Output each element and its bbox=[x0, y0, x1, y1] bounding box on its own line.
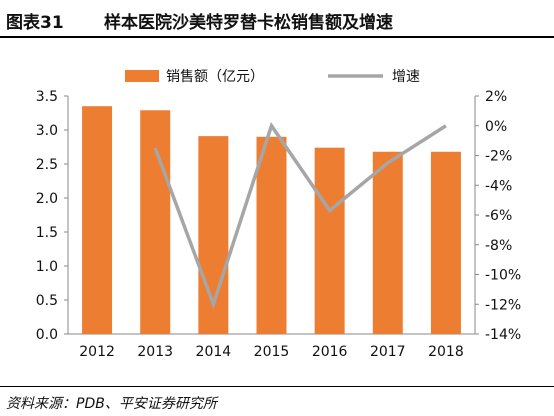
source-note: 资料来源：PDB、平安证券研究所 bbox=[6, 396, 217, 412]
right-tick-label: -2% bbox=[485, 149, 512, 165]
right-tick-label: -12% bbox=[485, 297, 521, 313]
left-tick-label: 3.0 bbox=[36, 123, 58, 139]
bar-2018 bbox=[430, 151, 461, 334]
right-tick-label: 2% bbox=[485, 89, 507, 105]
x-tick-label: 2018 bbox=[428, 344, 464, 360]
figure-footer: 资料来源：PDB、平安证券研究所 bbox=[0, 386, 554, 416]
right-tick-label: -14% bbox=[485, 327, 521, 343]
line-series bbox=[153, 121, 447, 310]
left-tick-label: 0.5 bbox=[36, 293, 58, 309]
right-tick-label: -8% bbox=[485, 238, 512, 254]
x-tick-label: 2012 bbox=[79, 344, 115, 360]
x-tick-label: 2014 bbox=[196, 344, 232, 360]
left-tick-label: 1.0 bbox=[36, 259, 58, 275]
bar-2016 bbox=[314, 147, 345, 334]
bar-2012 bbox=[82, 106, 113, 334]
bar-2015 bbox=[256, 136, 287, 334]
legend-swatch-sales bbox=[125, 70, 159, 82]
growth-line bbox=[153, 121, 447, 310]
right-tick-label: 0% bbox=[485, 119, 507, 135]
figure-header: 图表31 样本医院沙美特罗替卡松销售额及增速 bbox=[0, 0, 554, 38]
chart: 0.0 0.5 1.0 1.5 2.0 2.5 3.0 3.5 -14% -12% -10% -8%… bbox=[36, 69, 521, 360]
left-tick-label: 3.5 bbox=[36, 89, 58, 105]
x-axis-ticks: 2012 2013 2014 2015 2016 2017 2018 bbox=[79, 344, 463, 360]
left-tick-label: 1.5 bbox=[36, 225, 58, 241]
right-axis-ticks: -14% -12% -10% -8% -6% -4% -2% 0% 2% bbox=[475, 89, 521, 343]
bar-series bbox=[82, 106, 461, 334]
bar-2017 bbox=[372, 151, 403, 334]
right-tick-label: -10% bbox=[485, 268, 521, 284]
right-tick-label: -6% bbox=[485, 208, 512, 224]
left-tick-label: 0.0 bbox=[36, 327, 58, 343]
right-tick-label: -4% bbox=[485, 178, 512, 194]
chart-title: 样本医院沙美特罗替卡松销售额及增速 bbox=[104, 13, 393, 33]
x-tick-label: 2017 bbox=[370, 344, 406, 360]
left-tick-label: 2.0 bbox=[36, 191, 58, 207]
left-axis-ticks: 0.0 0.5 1.0 1.5 2.0 2.5 3.0 3.5 bbox=[36, 89, 68, 343]
legend: 销售额（亿元） 增速 bbox=[125, 69, 420, 85]
left-tick-label: 2.5 bbox=[36, 157, 58, 173]
x-tick-label: 2016 bbox=[312, 344, 348, 360]
bar-2013 bbox=[140, 110, 171, 334]
x-tick-label: 2015 bbox=[254, 344, 290, 360]
legend-label-growth: 增速 bbox=[392, 69, 420, 85]
figure-label: 图表31 bbox=[6, 13, 64, 33]
x-tick-label: 2013 bbox=[137, 344, 173, 360]
legend-label-sales: 销售额（亿元） bbox=[166, 69, 264, 85]
